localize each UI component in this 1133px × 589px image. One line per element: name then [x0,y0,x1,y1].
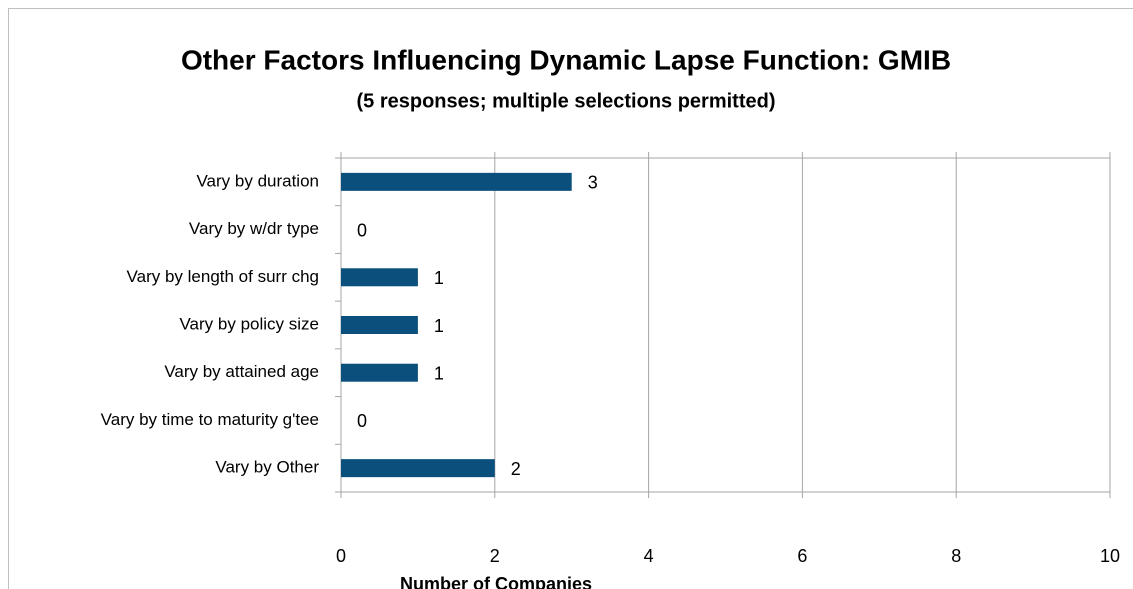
x-tick-label: 6 [797,546,807,566]
y-tick-label: Vary by policy size [179,314,319,333]
value-label: 1 [434,316,444,336]
chart-subtitle: (5 responses; multiple selections permit… [357,90,776,112]
value-label: 3 [588,173,598,193]
bar [341,459,495,478]
x-tick-label: 8 [951,546,961,566]
y-tick-label: Vary by attained age [164,362,319,381]
y-tick-label: Vary by time to maturity g'tee [101,410,319,429]
value-label: 1 [434,363,444,383]
y-tick-label: Vary by duration [196,171,319,190]
y-tick-label: Vary by w/dr type [189,219,319,238]
chart-title: Other Factors Influencing Dynamic Lapse … [181,44,951,75]
bar [341,363,418,382]
value-label: 0 [357,411,367,431]
value-label: 1 [434,268,444,288]
x-axis-label: Number of Companies [400,574,592,589]
x-tick-label: 2 [490,546,500,566]
bar [341,316,418,334]
x-tick-label: 4 [644,546,654,566]
value-label: 2 [511,459,521,479]
y-tick-label: Vary by Other [215,458,319,477]
bar [341,268,418,287]
x-tick-label: 10 [1100,546,1120,566]
value-label: 0 [357,220,367,240]
y-tick-label: Vary by length of surr chg [127,267,319,286]
x-tick-label: 0 [336,546,346,566]
bar [341,172,572,191]
